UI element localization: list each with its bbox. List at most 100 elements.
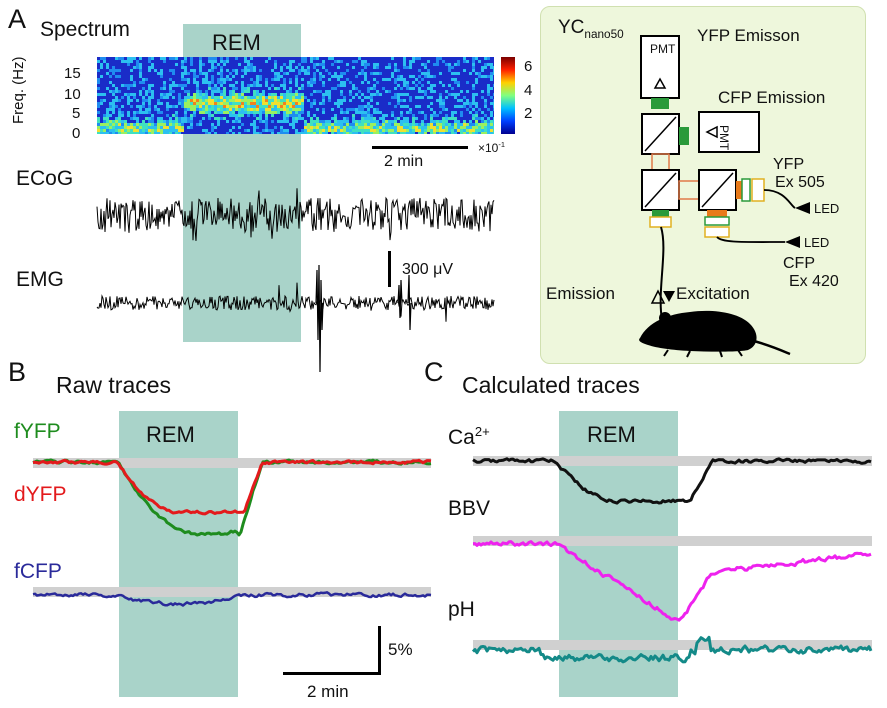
spectrogram-cell (433, 120, 436, 123)
rem-label-a: REM (212, 30, 261, 55)
spectrogram-cell (226, 99, 229, 102)
spectrogram-cell (181, 99, 184, 102)
spectrogram-cell (430, 132, 433, 134)
spectrogram-cell (118, 108, 121, 111)
spectrogram-cell (316, 120, 319, 123)
spectrogram-cell (451, 66, 454, 69)
spectrogram-cell (400, 78, 403, 81)
spectrogram-cell (490, 132, 493, 134)
spectrogram-cell (355, 129, 358, 132)
spectrogram-cell (97, 87, 100, 90)
spectrogram-cell (340, 75, 343, 78)
spectrogram-cell (322, 123, 325, 126)
spectrogram-cell (367, 114, 370, 117)
cfp-emission-label: CFP Emission (718, 88, 826, 107)
spectrogram-cell (481, 123, 484, 126)
spectrogram-cell (172, 105, 175, 108)
spectrogram-cell (289, 123, 292, 126)
spectrogram-cell (124, 123, 127, 126)
spectrogram-cell (214, 105, 217, 108)
spectrogram-cell (325, 90, 328, 93)
spectrogram-cell (418, 123, 421, 126)
spectrogram-cell (394, 66, 397, 69)
spectrogram-cell (154, 126, 157, 129)
spectrogram-cell (493, 69, 494, 72)
spectrogram-cell (334, 72, 337, 75)
spectrogram-cell (175, 84, 178, 87)
spectrogram-cell (142, 81, 145, 84)
spectrogram-cell (364, 126, 367, 129)
spectrogram-cell (343, 126, 346, 129)
spectrogram-cell (169, 87, 172, 90)
spectrogram-cell (313, 114, 316, 117)
spectrogram-cell (454, 93, 457, 96)
spectrogram-cell (211, 90, 214, 93)
spectrogram-cell (463, 129, 466, 132)
spectrogram-cell (181, 66, 184, 69)
spectrogram-cell (313, 132, 316, 134)
spectrogram-cell (424, 90, 427, 93)
spectrogram-cell (379, 123, 382, 126)
mirror-3 (701, 172, 734, 208)
spectrogram-cell (454, 81, 457, 84)
spectrogram-cell (400, 93, 403, 96)
spectrogram-cell (121, 60, 124, 63)
spectrogram-cell (235, 105, 238, 108)
spectrogram-cell (229, 114, 232, 117)
spectrogram-cell (298, 93, 301, 96)
spectrogram-cell (112, 72, 115, 75)
spectrogram-cell (184, 69, 187, 72)
spectrogram-cell (199, 102, 202, 105)
spectrogram-cell (358, 129, 361, 132)
spectrogram-cell (364, 129, 367, 132)
spectrogram-cell (418, 105, 421, 108)
spectrogram-cell (382, 129, 385, 132)
spectrogram-cell (274, 96, 277, 99)
spectrogram-cell (490, 96, 493, 99)
spectrogram-cell (232, 84, 235, 87)
spectrogram-cell (187, 81, 190, 84)
spectrogram-cell (448, 129, 451, 132)
spectrogram-cell (457, 60, 460, 63)
spectrogram-cell (277, 87, 280, 90)
spectrogram-cell (97, 111, 100, 114)
spectrogram-cell (451, 117, 454, 120)
spectrogram-cell (211, 66, 214, 69)
spectrogram-cell (109, 123, 112, 126)
spectrogram-cell (331, 75, 334, 78)
spectrogram-cell (370, 126, 373, 129)
spectrogram-cell (286, 129, 289, 132)
spectrogram-cell (250, 111, 253, 114)
spectrogram-cell (133, 129, 136, 132)
spectrogram-cell (490, 126, 493, 129)
spectrogram-cell (457, 105, 460, 108)
spectrogram-cell (190, 60, 193, 63)
spectrogram-cell (295, 99, 298, 102)
spectrogram-cell (160, 93, 163, 96)
spectrogram-cell (403, 129, 406, 132)
spectrogram-cell (112, 102, 115, 105)
spectrogram-cell (364, 114, 367, 117)
spectrogram-cell (115, 123, 118, 126)
spectrogram-cell (394, 120, 397, 123)
spectrogram-cell (427, 126, 430, 129)
spectrogram-cell (385, 90, 388, 93)
spectrogram-cell (169, 57, 172, 60)
spectrogram-cell (232, 105, 235, 108)
spectrogram-cell (328, 78, 331, 81)
spectrogram-cell (421, 120, 424, 123)
spectrogram-cell (223, 117, 226, 120)
spectrogram-cell (175, 117, 178, 120)
spectrogram-cell (472, 84, 475, 87)
spectrogram-cell (139, 129, 142, 132)
spectrogram-cell (115, 96, 118, 99)
spectrogram-cell (337, 126, 340, 129)
spectrogram-cell (190, 63, 193, 66)
spectrogram-cell (217, 81, 220, 84)
spectrogram-cell (493, 99, 494, 102)
spectrogram-cell (322, 63, 325, 66)
spectrogram-cell (184, 102, 187, 105)
spectrogram-cell (97, 78, 100, 81)
spectrogram-cell (244, 87, 247, 90)
spectrogram-cell (295, 132, 298, 134)
